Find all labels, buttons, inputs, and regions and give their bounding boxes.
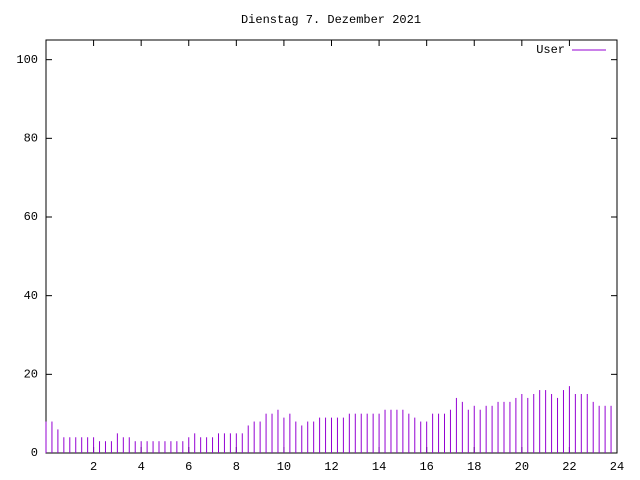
chart-title: Dienstag 7. Dezember 2021 (241, 13, 421, 27)
y-tick-label: 100 (16, 53, 38, 67)
x-tick-label: 22 (562, 460, 576, 474)
x-tick-label: 14 (372, 460, 386, 474)
legend-label: User (536, 43, 565, 57)
x-tick-label: 24 (610, 460, 624, 474)
x-tick-label: 20 (515, 460, 529, 474)
x-tick-label: 12 (324, 460, 338, 474)
x-tick-label: 2 (90, 460, 97, 474)
plot-border (45, 39, 618, 454)
x-tick-label: 18 (467, 460, 481, 474)
x-tick-label: 10 (277, 460, 291, 474)
y-tick-label: 0 (31, 446, 38, 460)
x-tick-label: 8 (233, 460, 240, 474)
x-tick-label: 16 (419, 460, 433, 474)
x-tick-label: 4 (138, 460, 145, 474)
x-tick-label: 6 (185, 460, 192, 474)
y-tick-label: 20 (24, 368, 38, 382)
y-tick-label: 80 (24, 132, 38, 146)
y-tick-label: 40 (24, 289, 38, 303)
y-tick-label: 60 (24, 210, 38, 224)
